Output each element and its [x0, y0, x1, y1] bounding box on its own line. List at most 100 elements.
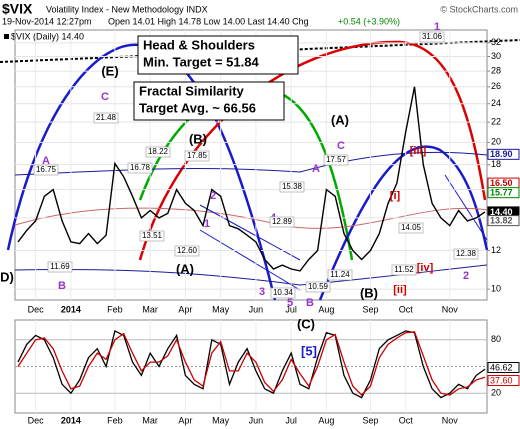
- price-label: 18.90: [490, 149, 513, 159]
- wave-label: 12.38: [456, 249, 477, 258]
- wave-label: 11.69: [50, 262, 70, 271]
- label-box: [47, 261, 73, 273]
- x-tick-label: Sep: [362, 304, 378, 314]
- end-label-box: [487, 375, 520, 387]
- y-tick-label: 80: [491, 334, 501, 344]
- wave-label: (B): [360, 285, 378, 300]
- legend-swatch: [4, 34, 9, 39]
- y-tick-label: 20: [491, 388, 501, 398]
- wave-label: 12.89: [272, 217, 293, 226]
- wave-label: 13.51: [142, 231, 163, 240]
- y-tick-label: 20: [491, 137, 501, 147]
- x-tick-label: Oct: [399, 415, 414, 425]
- end-label: 46.62: [490, 362, 513, 372]
- blue-cycle-2: [318, 145, 489, 301]
- wave-label: 5: [287, 297, 293, 309]
- wave-label: 14.05: [401, 223, 422, 232]
- source: © StockCharts.com: [440, 4, 518, 14]
- wave-label: 17.85: [187, 151, 208, 160]
- y-tick-label: 32: [491, 37, 501, 47]
- wave-label: 2: [210, 190, 216, 202]
- note-box: [137, 35, 299, 75]
- wave-label: 17.57: [326, 155, 347, 164]
- x-tick-label: Dec: [28, 304, 45, 314]
- wave-label: 2: [463, 270, 469, 282]
- wave-label: 1: [434, 21, 440, 33]
- price-label-box: [487, 215, 520, 227]
- wave-label: C: [337, 140, 345, 152]
- wave-label: 10.34: [273, 288, 294, 297]
- x-tick-label: Jul: [285, 415, 297, 425]
- oscillator-line: [17, 329, 486, 399]
- oscillator-line: [17, 331, 486, 396]
- wave-label: [ii]: [393, 284, 407, 296]
- x-tick-label: Sep: [362, 415, 378, 425]
- label-box: [305, 281, 331, 293]
- wave-label: B: [58, 280, 66, 292]
- legend: $VIX (Daily) 14.40: [11, 31, 84, 41]
- wave-label: (A): [176, 261, 194, 276]
- change: +0.54 (+3.90%): [338, 16, 400, 26]
- label-box: [33, 164, 59, 176]
- price-label: 13.82: [490, 216, 513, 226]
- wave-label: A: [312, 163, 320, 175]
- label-box: [391, 264, 417, 276]
- label-box: [93, 112, 119, 124]
- x-tick-label: Mar: [142, 415, 158, 425]
- x-tick-label: Aug: [318, 304, 334, 314]
- wave-label: 1: [204, 218, 210, 230]
- wave-label: 21.48: [96, 113, 117, 122]
- label-box: [139, 230, 165, 242]
- wave-label: 10.59: [308, 282, 329, 291]
- label-box: [419, 31, 445, 43]
- price-label-box: [487, 187, 520, 199]
- x-tick-label: 2014: [61, 415, 81, 425]
- wave-label: (E): [101, 63, 118, 78]
- wave-label: 11.24: [330, 270, 350, 279]
- x-tick-label: May: [212, 304, 230, 314]
- x-tick-label: Jun: [249, 415, 264, 425]
- y-tick-label: 30: [491, 51, 501, 61]
- symbol: $VIX: [2, 1, 33, 17]
- wave-label: D): [0, 269, 14, 284]
- y-tick-label: 24: [491, 98, 501, 108]
- wave-label: [5]: [301, 343, 317, 358]
- x-tick-label: Nov: [442, 304, 459, 314]
- price-label: 15.77: [490, 188, 513, 198]
- label-box: [184, 150, 210, 162]
- instrument-name: Volatility Index - New Methodology INDX: [46, 4, 208, 14]
- y-tick-label: 10: [491, 284, 501, 294]
- wave-label: 16.78: [130, 163, 151, 172]
- wave-label: [i]: [390, 190, 401, 202]
- date: 19-Nov-2014 12:27pm: [2, 16, 92, 26]
- wave-label: (B): [189, 131, 207, 146]
- wave-label: 3: [259, 286, 265, 298]
- note-text: Fractal Similarity: [139, 83, 245, 98]
- wave-label: 18.22: [148, 147, 169, 156]
- wave-label: 11.52: [394, 265, 414, 274]
- y-tick-label: 28: [491, 65, 501, 75]
- x-tick-label: 2014: [61, 304, 81, 314]
- note-box: [133, 81, 285, 121]
- x-tick-label: Aug: [318, 415, 334, 425]
- channel: [444, 174, 488, 241]
- label-box: [453, 248, 479, 260]
- x-tick-label: Apr: [178, 415, 192, 425]
- y-tick-label: 26: [491, 81, 501, 91]
- label-box: [145, 146, 171, 158]
- x-tick-label: Feb: [107, 415, 123, 425]
- y-tick-label: 22: [491, 117, 501, 127]
- x-tick-label: Jul: [285, 304, 297, 314]
- price-label-box: [487, 148, 520, 160]
- label-box: [174, 245, 200, 257]
- end-label: 37.60: [490, 375, 513, 385]
- x-tick-label: Mar: [142, 304, 158, 314]
- wave-label: (A): [331, 112, 349, 127]
- x-tick-label: May: [212, 415, 230, 425]
- wave-label: C: [101, 91, 109, 103]
- label-box: [127, 162, 153, 174]
- note-text: Target Avg. ~ 66.56: [139, 100, 256, 115]
- x-tick-label: Dec: [28, 415, 45, 425]
- y-tick-label: 12: [491, 245, 501, 255]
